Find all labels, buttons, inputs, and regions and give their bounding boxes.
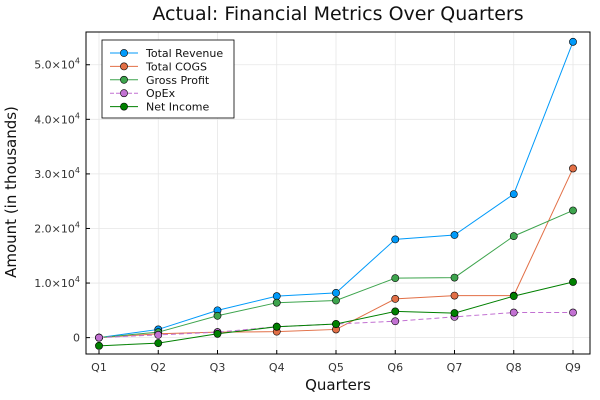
- legend-marker: [120, 89, 128, 98]
- data-point: [391, 235, 400, 244]
- data-point: [95, 333, 103, 342]
- y-tick-label: 2.0×104: [34, 220, 80, 235]
- data-point: [450, 291, 459, 300]
- y-tick-label: 4.0×104: [34, 111, 80, 126]
- x-axis-title: Quarters: [305, 376, 371, 394]
- data-point: [509, 292, 518, 301]
- series-net-income: [95, 278, 577, 350]
- data-point: [569, 37, 577, 46]
- data-point: [154, 330, 163, 339]
- data-point: [569, 278, 577, 286]
- legend-marker: [120, 75, 128, 84]
- data-point: [272, 298, 281, 307]
- y-ticks: 0 1.0×104 2.0×104 3.0×104 4.0×104 5.0×104: [34, 57, 90, 345]
- legend-item: OpEx: [110, 87, 176, 100]
- data-point: [332, 288, 340, 297]
- data-point: [272, 322, 281, 331]
- x-tick-label: Q4: [269, 361, 285, 374]
- x-tick-label: Q9: [565, 361, 581, 374]
- data-point: [391, 294, 400, 303]
- legend-label: Net Income: [146, 101, 210, 114]
- data-point: [450, 273, 459, 282]
- legend-item: Total Revenue: [110, 47, 223, 60]
- x-tick-label: Q5: [328, 361, 344, 374]
- y-tick-label: 0: [73, 332, 80, 345]
- data-point: [332, 320, 340, 328]
- data-point: [391, 317, 400, 326]
- x-tick-label: Q1: [91, 361, 107, 374]
- legend-item: Total COGS: [110, 60, 207, 73]
- plot-frame: [85, 31, 591, 355]
- data-point: [450, 309, 459, 317]
- legend-marker: [120, 49, 128, 57]
- data-point: [154, 339, 163, 347]
- legend-label: OpEx: [146, 87, 176, 100]
- x-tick-label: Q7: [447, 361, 463, 374]
- data-point: [569, 308, 577, 317]
- data-point: [509, 190, 518, 198]
- x-tick-label: Q3: [210, 361, 226, 374]
- data-point: [332, 296, 340, 305]
- x-tick-label: Q8: [506, 361, 522, 374]
- data-point: [569, 206, 577, 215]
- data-point: [213, 311, 222, 320]
- x-ticks: Q1 Q2 Q3 Q4 Q5 Q6 Q7 Q8 Q9: [91, 350, 581, 374]
- x-tick-label: Q6: [387, 361, 403, 374]
- y-tick-label: 1.0×104: [34, 275, 80, 290]
- legend-label: Gross Profit: [146, 74, 210, 87]
- data-point: [450, 231, 459, 239]
- data-point: [391, 274, 400, 283]
- legend-marker: [120, 102, 128, 111]
- data-point: [272, 292, 281, 301]
- x-tick-label: Q2: [150, 361, 166, 374]
- legend-item: Net Income: [110, 101, 210, 114]
- legend-marker: [120, 62, 128, 71]
- data-point: [95, 341, 103, 350]
- y-tick-label: 3.0×104: [34, 166, 80, 181]
- series-layer: [95, 37, 577, 350]
- legend-label: Total Revenue: [145, 47, 223, 60]
- chart-title: Actual: Financial Metrics Over Quarters: [152, 3, 523, 25]
- legend-label: Total COGS: [145, 60, 207, 73]
- data-point: [391, 307, 400, 316]
- y-tick-label: 5.0×104: [34, 57, 80, 72]
- data-point: [213, 329, 222, 338]
- data-point: [509, 308, 518, 317]
- legend-item: Gross Profit: [110, 74, 210, 87]
- data-point: [569, 164, 577, 173]
- data-point: [509, 232, 518, 241]
- y-axis-title: Amount (in thousands): [2, 106, 20, 278]
- series-line: [98, 312, 573, 339]
